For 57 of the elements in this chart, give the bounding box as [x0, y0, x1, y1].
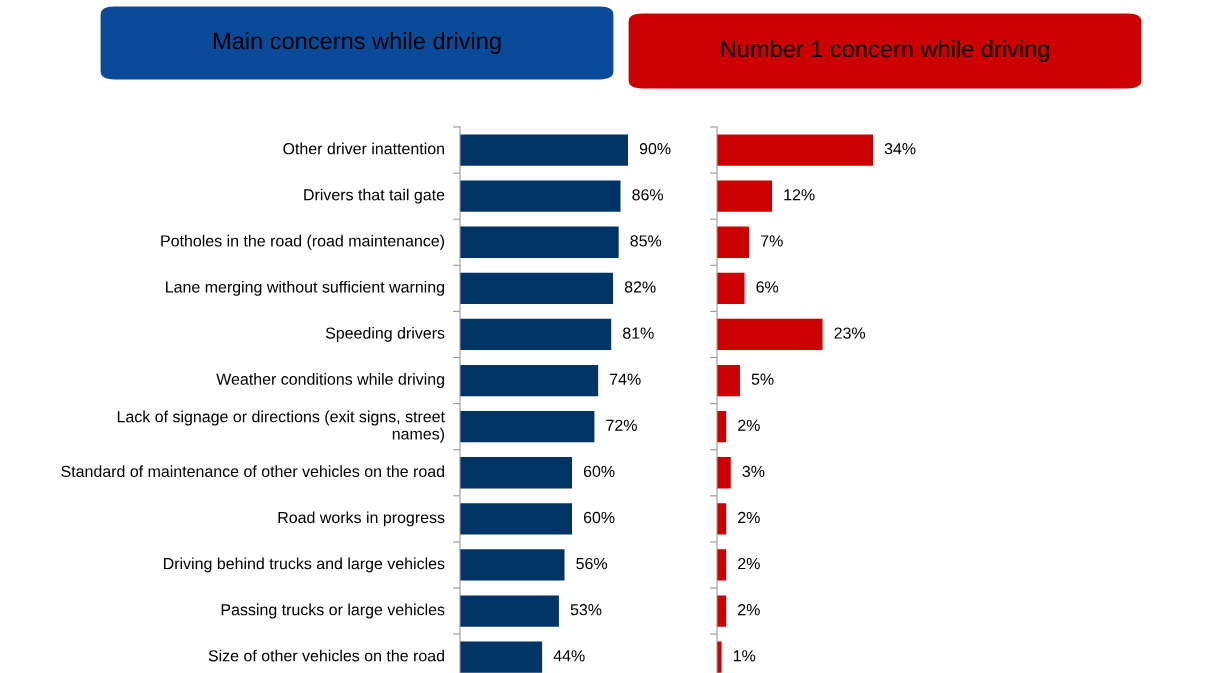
bar [717, 457, 731, 489]
y-tick-label: Lane merging without sufficient warning [166, 280, 444, 296]
bar [460, 180, 621, 212]
bar [460, 226, 619, 258]
data-label: 23% [834, 327, 866, 339]
bar [460, 318, 612, 351]
data-label: 72% [606, 419, 637, 431]
bar [460, 641, 543, 673]
bar [717, 134, 873, 166]
data-label: 6% [756, 281, 779, 293]
y-tick-label: Passing trucks or large vehicles [221, 603, 445, 619]
y-tick-label: Speeding drivers [325, 327, 445, 342]
data-label: 7% [761, 235, 783, 247]
bar [717, 318, 823, 351]
data-label: 90% [639, 143, 671, 155]
chart-title: Number 1 concern while driving [721, 40, 1049, 62]
data-label: 2% [738, 557, 760, 570]
data-label: 34% [884, 143, 916, 155]
data-label: 74% [610, 373, 641, 385]
y-tick-label: Potholes in the road (road maintenance) [161, 234, 445, 250]
y-tick-label: Lack of signage or directions (exit signs, street names) [117, 410, 445, 443]
data-label: 85% [630, 235, 662, 247]
data-label: 44% [553, 650, 585, 662]
data-label: 5% [751, 373, 774, 385]
data-label: 53% [570, 604, 602, 616]
data-label: 81% [623, 327, 654, 339]
data-label: 2% [738, 604, 760, 616]
bar [460, 364, 599, 397]
bar [717, 272, 745, 305]
y-tick-label: Road works in progress [278, 511, 445, 527]
bar [460, 410, 595, 443]
data-label: 56% [576, 557, 608, 570]
bar [717, 364, 740, 397]
bar [460, 272, 614, 305]
data-label: 60% [583, 465, 615, 478]
bar [460, 549, 565, 581]
data-label: 2% [738, 511, 760, 524]
bar [460, 134, 628, 166]
data-label: 60% [583, 511, 615, 524]
data-label: 86% [632, 189, 664, 201]
y-tick-label: Drivers that tail gate [304, 188, 445, 204]
y-tick-label: Driving behind trucks and large vehicles [164, 557, 445, 573]
bar [460, 503, 572, 535]
data-label: 82% [624, 281, 656, 293]
y-tick-label: Other driver inattention [283, 142, 444, 155]
data-label: 2% [738, 419, 760, 431]
y-tick-label: Weather conditions while driving [216, 373, 444, 388]
bar [717, 226, 750, 258]
bar [460, 457, 572, 489]
chart-title: Main concerns while driving [213, 32, 501, 54]
bar [460, 595, 559, 627]
y-tick-label: Standard of maintenance of other vehicles on the road [61, 465, 444, 478]
data-label: 1% [733, 650, 756, 662]
bar [717, 180, 773, 212]
data-label: 12% [784, 189, 815, 201]
data-label: 3% [742, 465, 765, 478]
y-tick-label: Size of other vehicles on the road [208, 649, 444, 662]
